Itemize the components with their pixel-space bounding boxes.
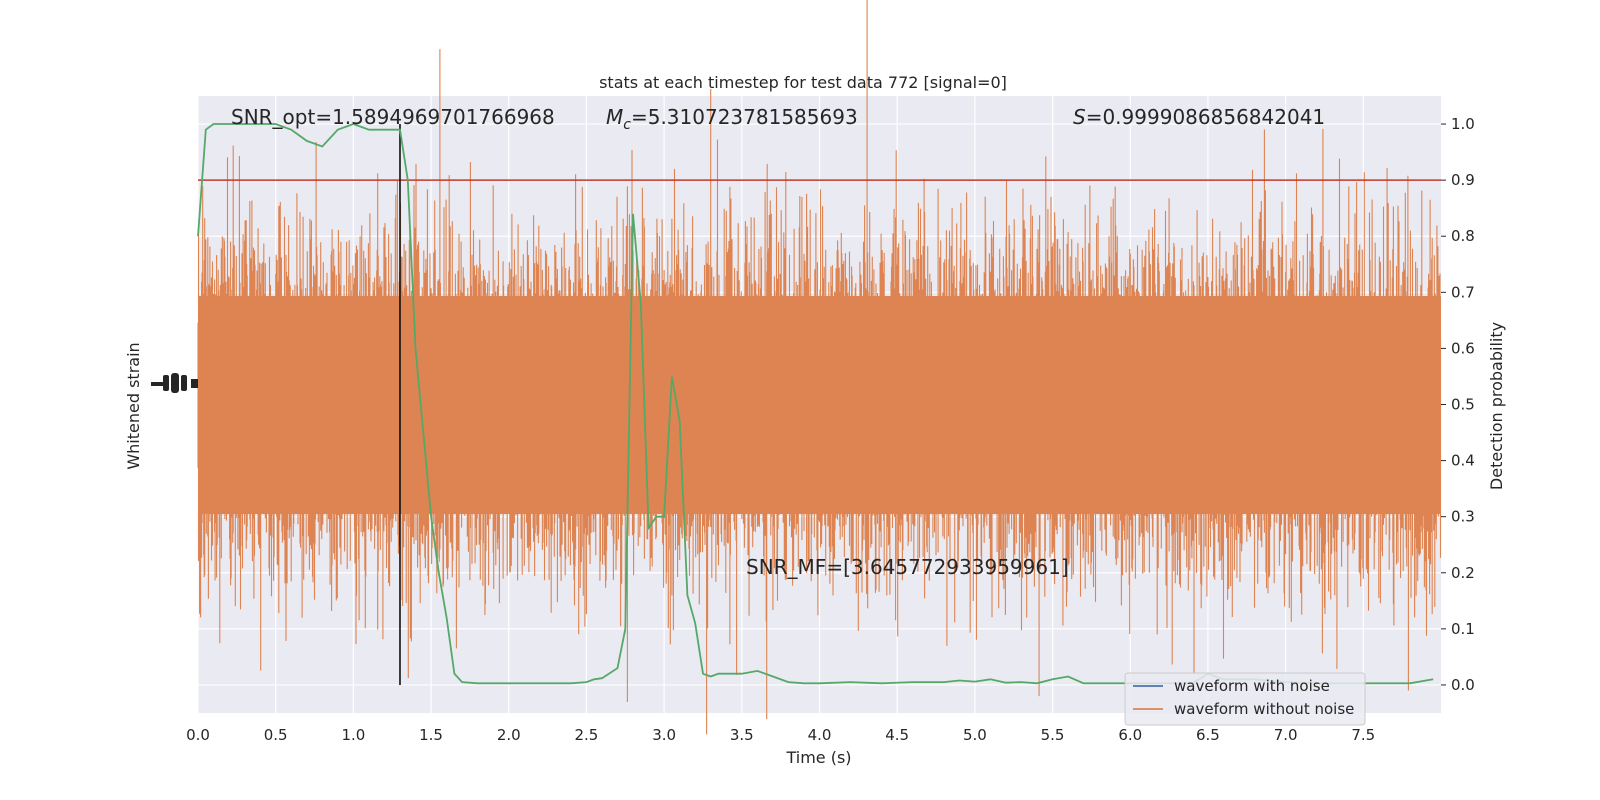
x-tick-label: 7.0 bbox=[1274, 726, 1298, 744]
x-tick-label: 3.0 bbox=[652, 726, 676, 744]
y-tick-label: 0.2 bbox=[1451, 564, 1475, 582]
x-tick-label: 0.0 bbox=[186, 726, 210, 744]
x-tick-label: 1.5 bbox=[419, 726, 443, 744]
x-tick-label: 2.0 bbox=[497, 726, 521, 744]
legend-label-with-noise: waveform with noise bbox=[1174, 677, 1330, 695]
snr-opt-annotation: SNR_opt=1.5894969701766968 bbox=[231, 105, 555, 129]
left-axis-ticks bbox=[151, 373, 198, 393]
x-tick-label: 6.5 bbox=[1196, 726, 1220, 744]
x-tick-label: 4.5 bbox=[885, 726, 909, 744]
x-tick-label: 0.5 bbox=[264, 726, 288, 744]
legend-label-without-noise: waveform without noise bbox=[1174, 700, 1354, 718]
x-tick-labels: 0.0 0.5 1.0 1.5 2.0 2.5 3.0 3.5 4.0 4.5 5.0 5.5 6.0 6… bbox=[186, 726, 1375, 744]
y-tick-label: 0.6 bbox=[1451, 339, 1475, 357]
y-tick-label: 1.0 bbox=[1451, 115, 1475, 133]
x-tick-label: 5.5 bbox=[1041, 726, 1065, 744]
chart-title: stats at each timestep for test data 772… bbox=[599, 73, 1007, 92]
y-tick-label: 0.4 bbox=[1451, 452, 1475, 470]
y-tick-label: 0.0 bbox=[1451, 676, 1475, 694]
left-y-axis-label: Whitened strain bbox=[124, 342, 143, 469]
x-axis-label: Time (s) bbox=[785, 748, 851, 767]
chirp-mass-annotation: Mc=5.310723781585693 bbox=[606, 105, 858, 133]
s-annotation: S=0.9999086856842041 bbox=[1073, 105, 1325, 129]
x-tick-label: 3.5 bbox=[730, 726, 754, 744]
series-waveform-without-noise bbox=[197, 0, 1442, 735]
y-tick-label: 0.5 bbox=[1451, 396, 1475, 414]
x-tick-label: 5.0 bbox=[963, 726, 987, 744]
right-y-axis-label: Detection probability bbox=[1487, 322, 1506, 490]
y-tick-label: 0.1 bbox=[1451, 620, 1475, 638]
y-tick-label: 0.8 bbox=[1451, 227, 1475, 245]
x-tick-label: 7.5 bbox=[1351, 726, 1375, 744]
series-detection-probability bbox=[197, 123, 1434, 685]
detection-probability-line bbox=[197, 123, 1434, 685]
right-y-tick-labels: 0.0 0.1 0.2 0.3 0.4 0.5 0.6 0.7 0.8 0.9 1.0 bbox=[1441, 115, 1475, 694]
y-tick-label: 0.7 bbox=[1451, 283, 1475, 301]
snr-mf-annotation: SNR_MF=[3.645772933959961] bbox=[746, 555, 1069, 579]
noise-trace bbox=[197, 0, 1442, 735]
legend: waveform with noise waveform without noi… bbox=[1124, 672, 1366, 726]
x-tick-label: 2.5 bbox=[575, 726, 599, 744]
x-tick-label: 1.0 bbox=[341, 726, 365, 744]
y-tick-label: 0.3 bbox=[1451, 508, 1475, 526]
y-tick-label: 0.9 bbox=[1451, 171, 1475, 189]
x-tick-label: 4.0 bbox=[808, 726, 832, 744]
x-tick-label: 6.0 bbox=[1118, 726, 1142, 744]
